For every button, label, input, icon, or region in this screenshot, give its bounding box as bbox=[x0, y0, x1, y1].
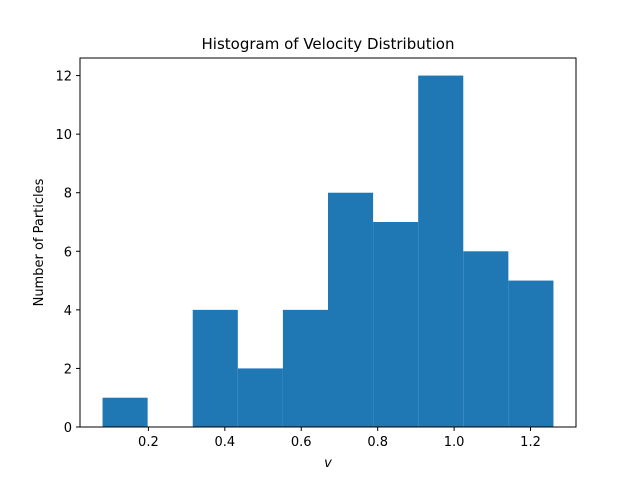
y-tick-label: 0 bbox=[64, 421, 72, 436]
histogram-bar bbox=[192, 309, 238, 427]
histogram-bar bbox=[328, 192, 374, 427]
x-tick-label: 1.2 bbox=[520, 435, 541, 450]
y-tick-label: 8 bbox=[64, 187, 72, 202]
y-axis-label: Number of Particles bbox=[32, 178, 47, 306]
y-tick-label: 4 bbox=[64, 304, 72, 319]
y-axis-ticks: 0 2 4 6 8 10 12 bbox=[55, 70, 80, 436]
histogram-bars bbox=[102, 75, 554, 428]
histogram-bar bbox=[463, 251, 509, 427]
x-tick-label: 0.6 bbox=[291, 435, 312, 450]
x-tick-label: 0.4 bbox=[214, 435, 235, 450]
y-tick-label: 10 bbox=[55, 128, 72, 143]
histogram-bar bbox=[102, 397, 148, 427]
histogram-bar bbox=[237, 368, 283, 427]
x-tick-label: 1.0 bbox=[444, 435, 465, 450]
x-axis-label: v bbox=[324, 456, 332, 471]
x-axis-ticks: 0.2 0.4 0.6 0.8 1.0 1.2 bbox=[138, 427, 541, 450]
plot-area-frame bbox=[79, 57, 577, 428]
histogram-bar bbox=[282, 309, 328, 427]
chart-title: Histogram of Velocity Distribution bbox=[202, 35, 455, 53]
x-tick-label: 0.2 bbox=[138, 435, 159, 450]
y-tick-label: 2 bbox=[64, 362, 72, 377]
y-tick-label: 12 bbox=[55, 70, 72, 85]
histogram-bar bbox=[508, 280, 554, 427]
y-tick-label: 6 bbox=[64, 245, 72, 260]
histogram-bar bbox=[373, 222, 419, 427]
x-tick-label: 0.8 bbox=[367, 435, 388, 450]
histogram-bar bbox=[418, 75, 464, 428]
